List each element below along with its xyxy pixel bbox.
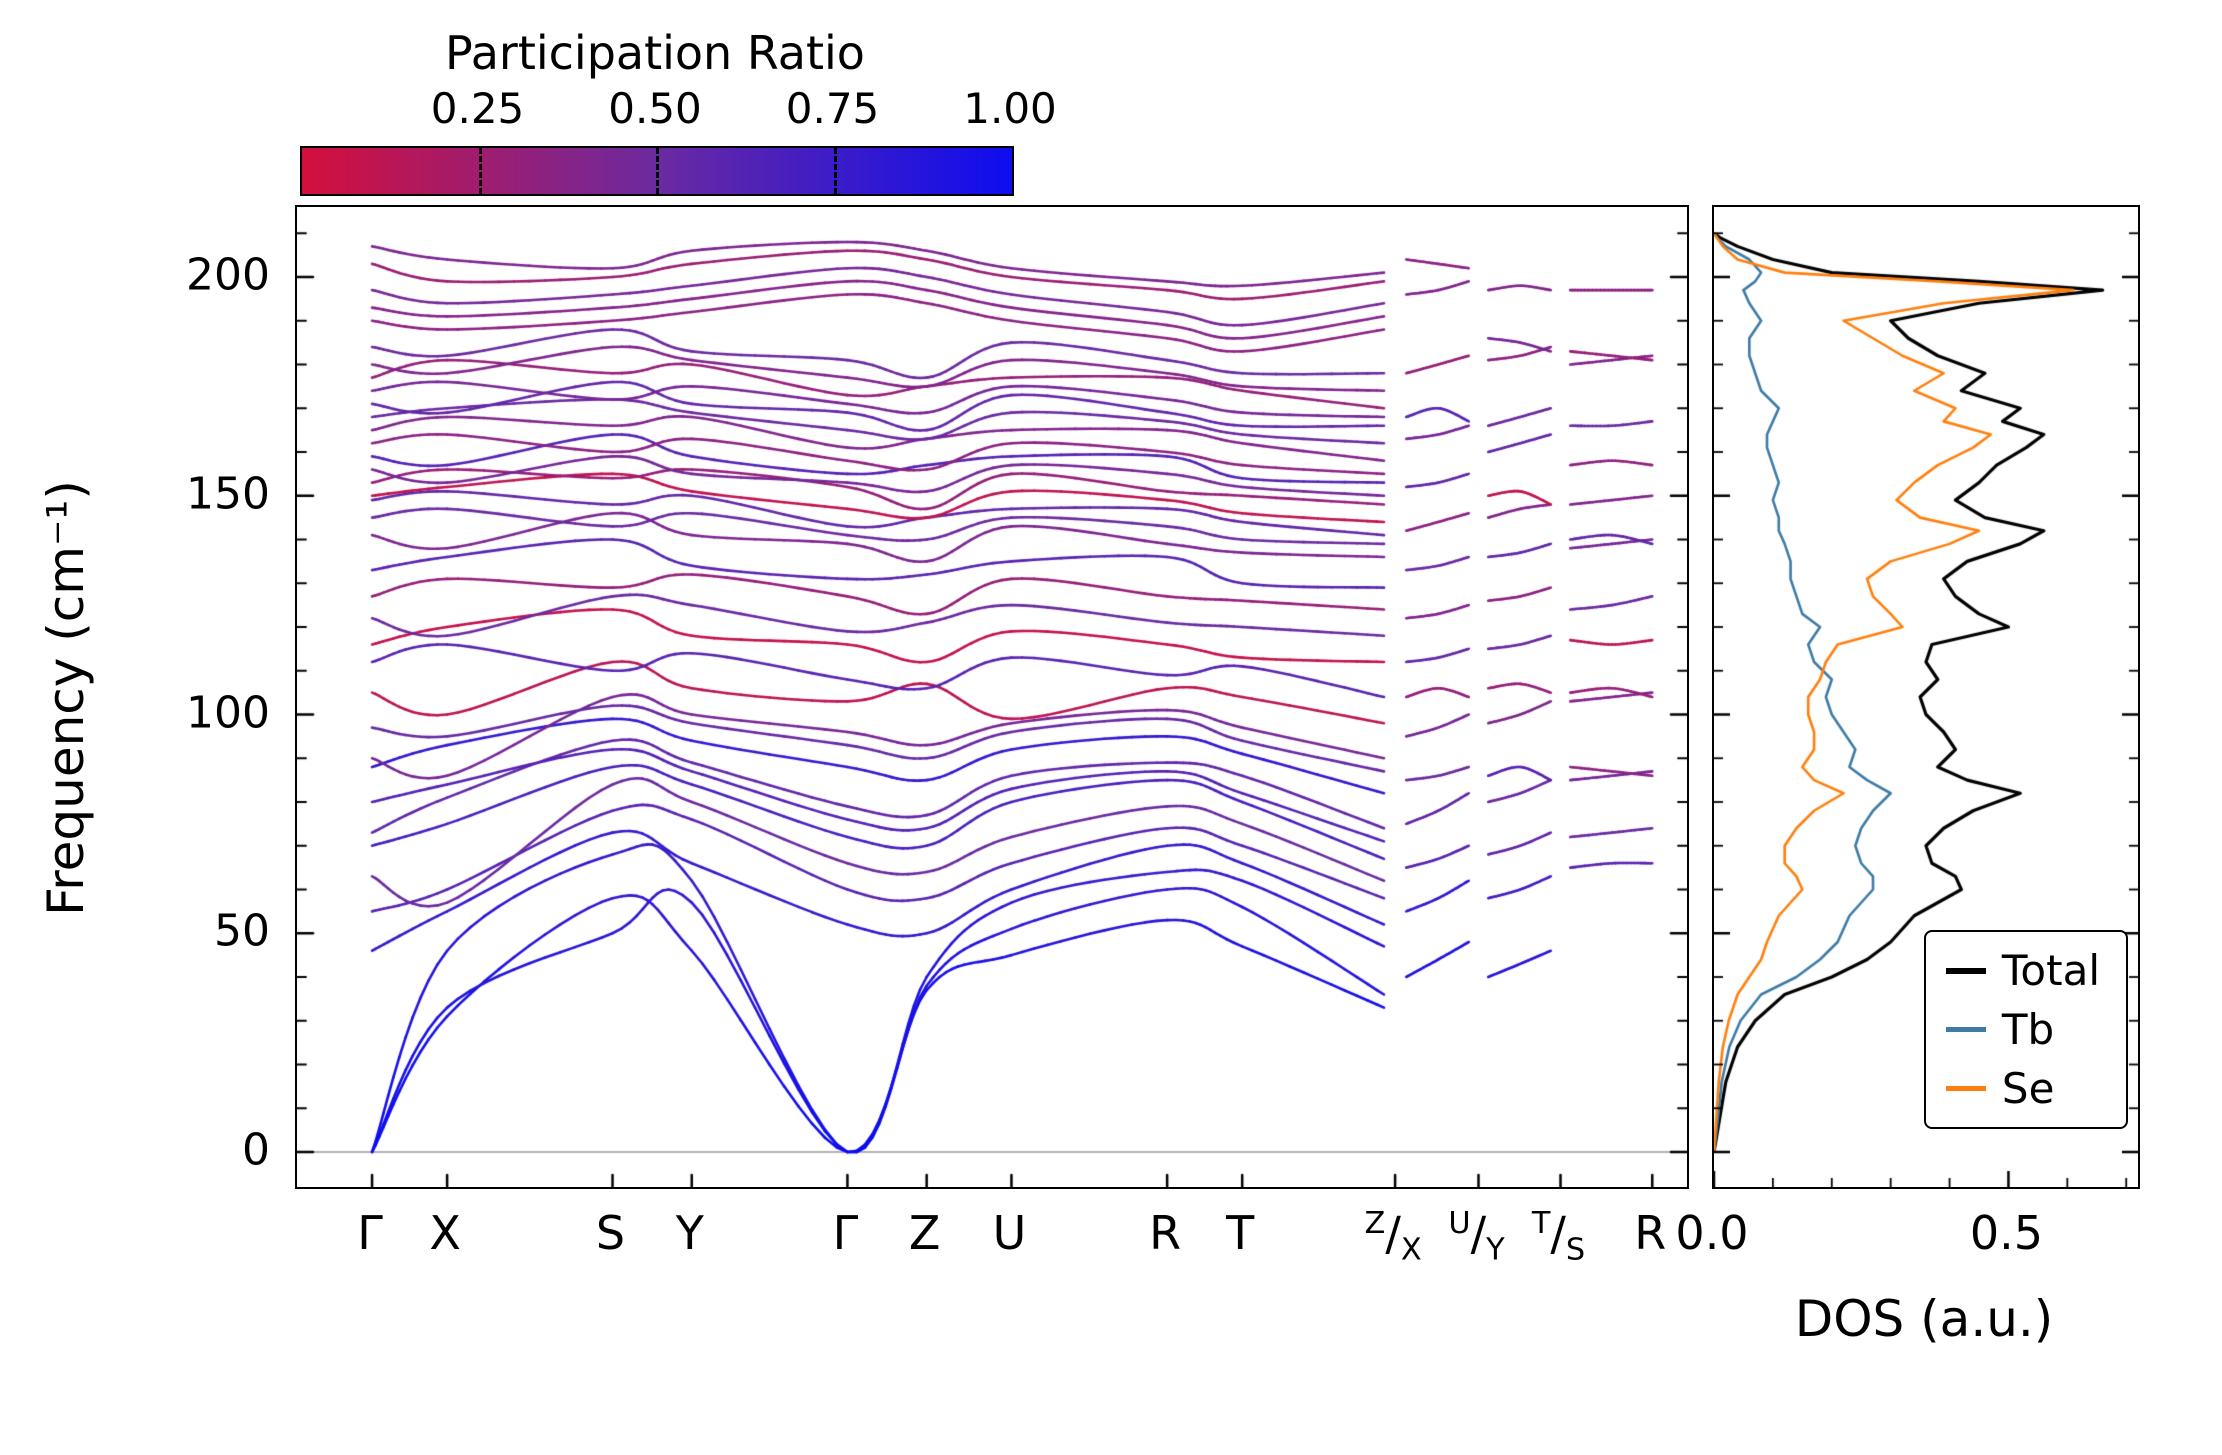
x-tick-label: T/S: [1531, 1206, 1586, 1268]
x-tick-label: Z/X: [1364, 1206, 1422, 1268]
y-tick-label: 0: [242, 1124, 270, 1176]
x-tick-label: X: [429, 1206, 461, 1260]
legend-entry: Tb: [1945, 1005, 2100, 1054]
legend-label: Total: [2001, 946, 2100, 995]
x-tick-label: U/Y: [1448, 1206, 1505, 1268]
x-tick-label: Γ: [357, 1206, 383, 1260]
colorbar-tick-mark: [478, 148, 482, 194]
x-tick-label: Y: [675, 1206, 704, 1260]
dos-x-tick-label: 0.5: [1969, 1206, 2044, 1260]
legend-swatch: [1945, 1027, 1986, 1032]
legend: Total Tb Se: [1923, 930, 2128, 1129]
dos-x-tick-label: 0.0: [1675, 1206, 1749, 1260]
colorbar-tick-label: 0.50: [608, 84, 702, 133]
dos-plot: Total Tb Se: [1712, 205, 2140, 1189]
y-tick-label: 200: [186, 249, 270, 301]
x-tick-label: R: [1149, 1206, 1182, 1260]
legend-entry: Total: [1945, 946, 2100, 995]
y-tick-label: 150: [186, 468, 270, 520]
colorbar-tick-label: 0.75: [785, 84, 880, 133]
legend-swatch: [1945, 967, 1986, 974]
colorbar-tick-label: 1.00: [963, 84, 1057, 133]
x-tick-label: U: [992, 1206, 1027, 1260]
y-tick-label: 50: [214, 905, 270, 957]
dos-x-axis-label: DOS (a.u.): [1794, 1290, 2054, 1348]
legend-label: Se: [2001, 1064, 2055, 1113]
colorbar-title: Participation Ratio: [445, 26, 865, 80]
x-tick-label: S: [595, 1206, 626, 1260]
legend-label: Tb: [2001, 1005, 2055, 1054]
x-tick-label: T: [1226, 1206, 1255, 1260]
colorbar: [300, 146, 1014, 196]
x-tick-label: Z: [908, 1206, 941, 1260]
legend-swatch: [1945, 1086, 1986, 1091]
x-tick-label: R: [1634, 1206, 1667, 1260]
band-structure-canvas: [297, 207, 1687, 1187]
band-structure-plot: [295, 205, 1689, 1189]
colorbar-tick-mark: [833, 148, 837, 194]
x-tick-label: Γ: [832, 1206, 859, 1260]
y-tick-label: 100: [186, 687, 270, 738]
colorbar-tick-label: 0.25: [430, 84, 525, 133]
colorbar-tick-mark: [656, 148, 659, 194]
legend-entry: Se: [1945, 1064, 2100, 1113]
